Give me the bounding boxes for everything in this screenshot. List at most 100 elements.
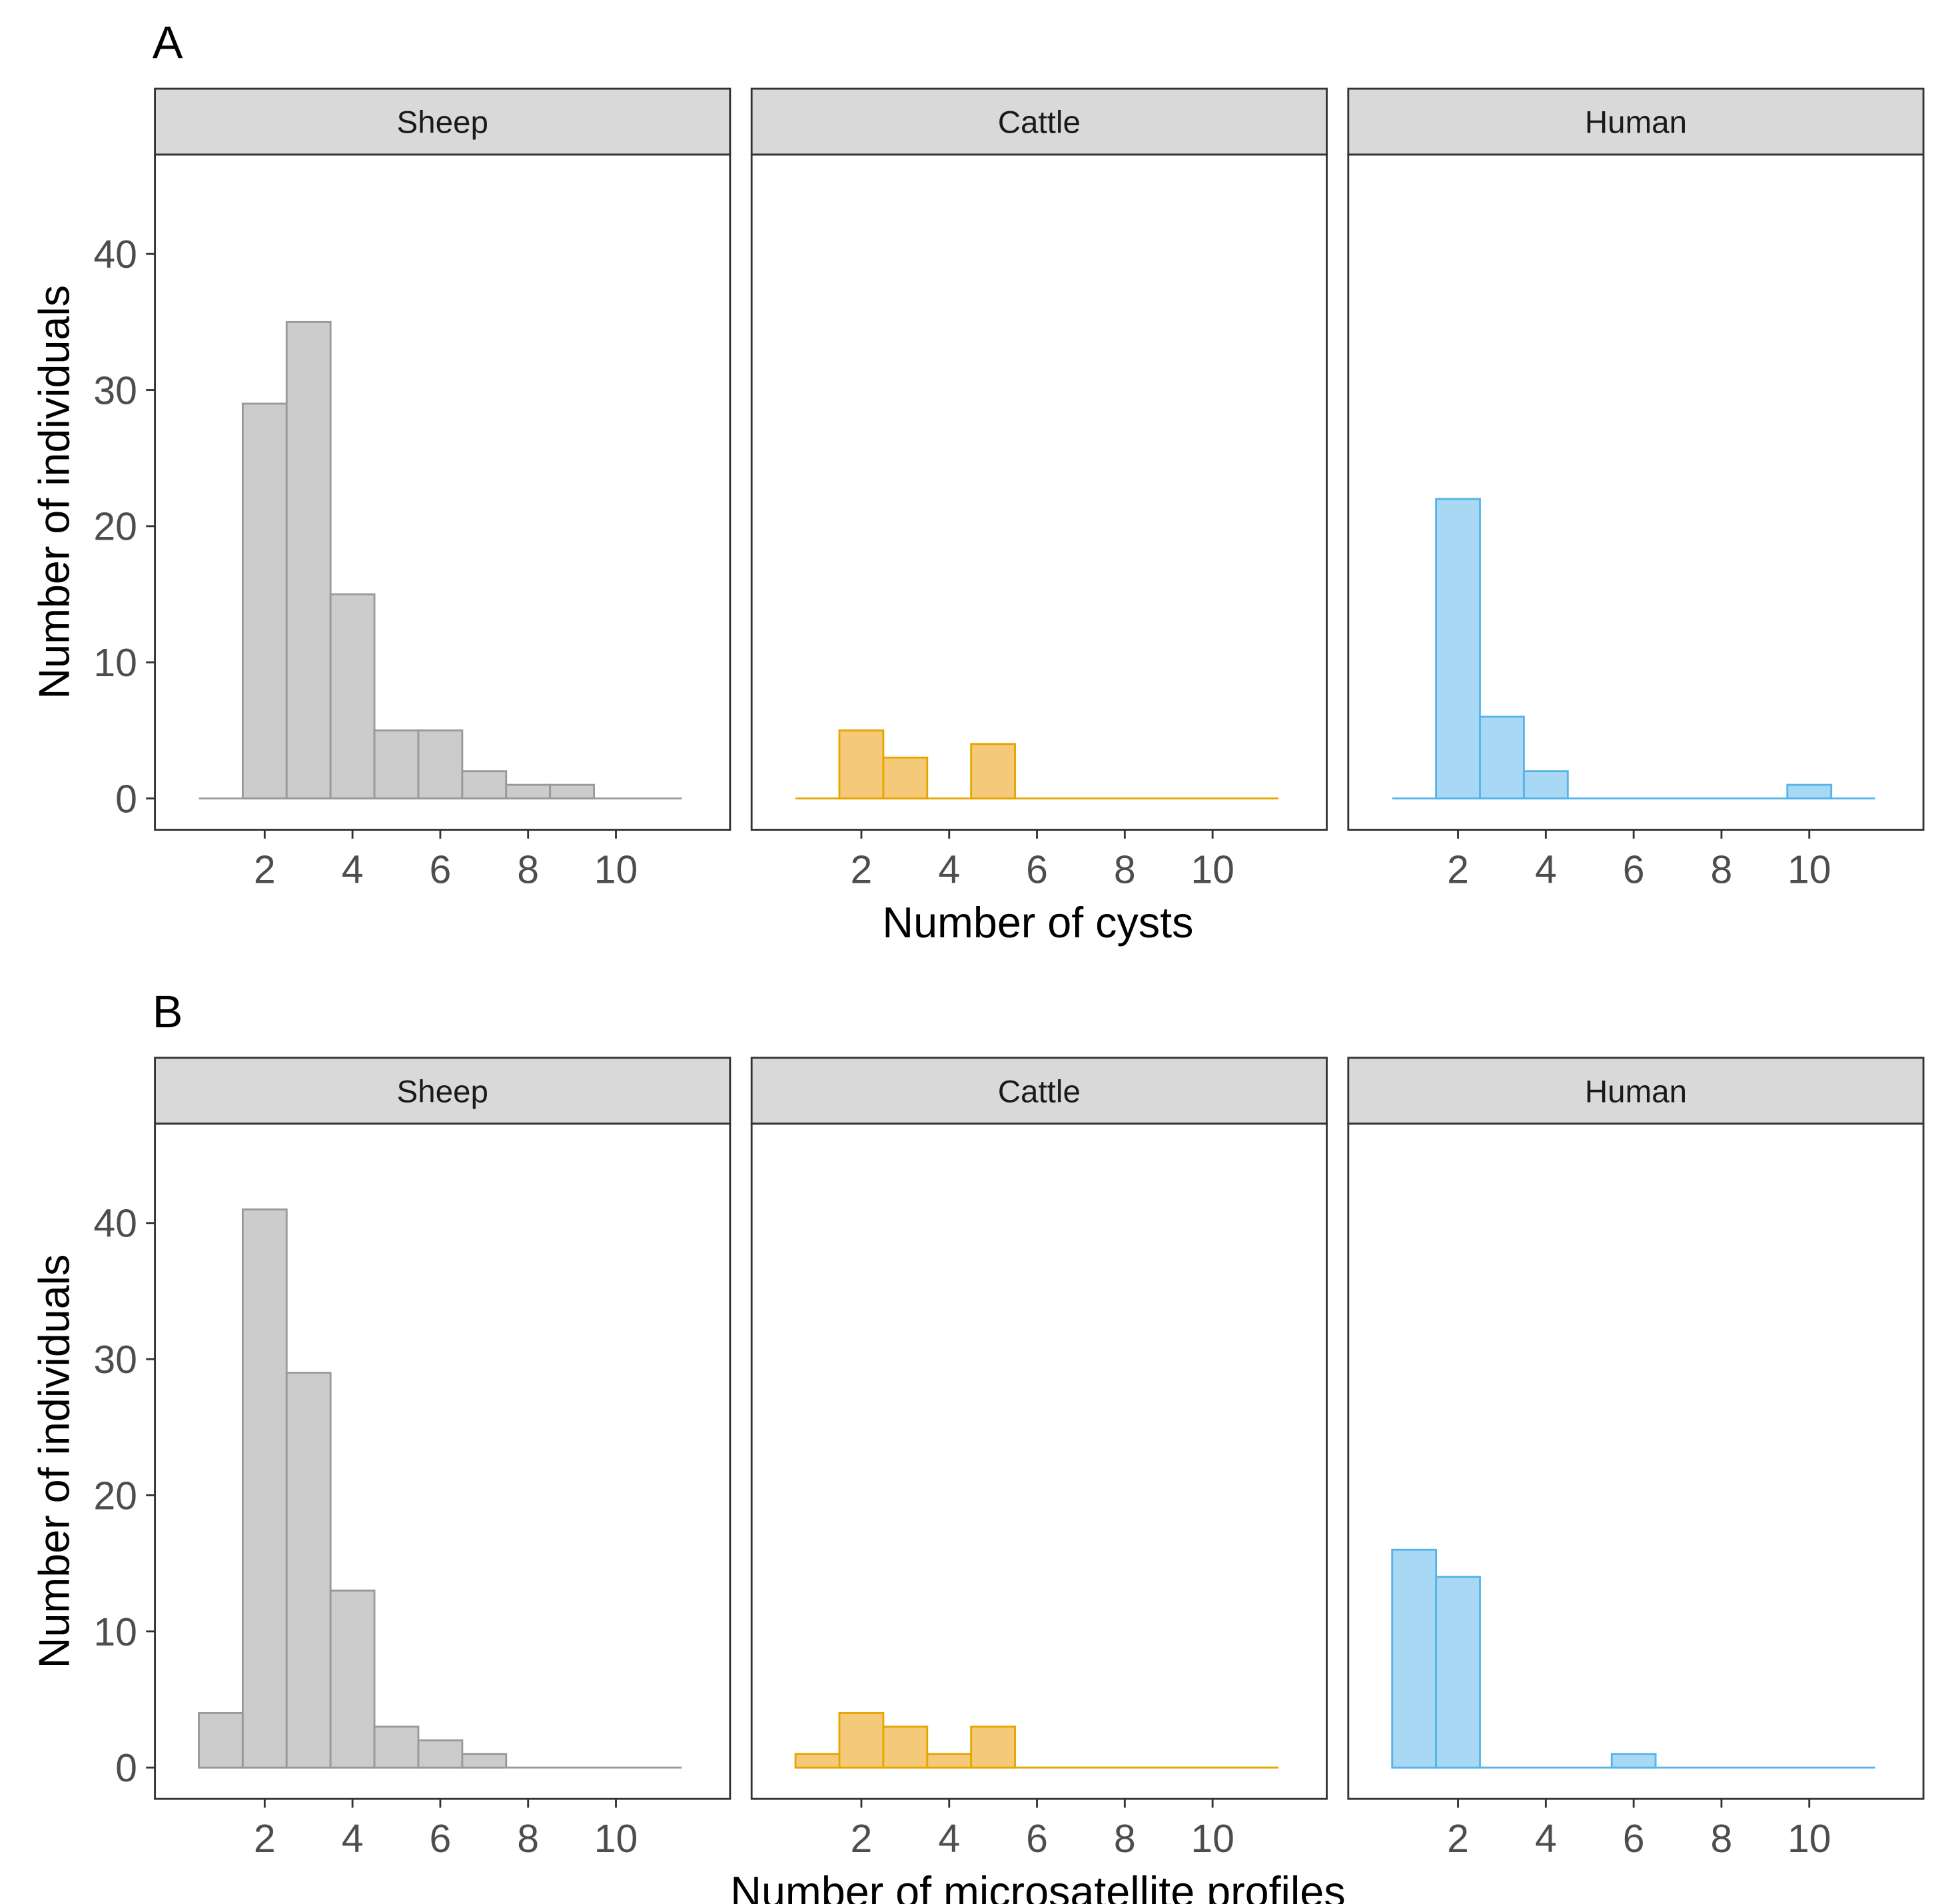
panel-border — [750, 153, 1328, 831]
facet-strip-label: Cattle — [998, 1074, 1081, 1109]
x-axis-title: Number of microsatellite profiles — [730, 1867, 1345, 1904]
panel-tag: B — [153, 986, 183, 1037]
facet-panel-human: Human 2 4 6 8 10 — [1347, 1057, 1925, 1861]
histogram-bar — [549, 783, 595, 799]
x-tick-label: 2 — [851, 848, 873, 891]
x-tick-label: 4 — [1535, 848, 1557, 891]
y-tick-label: 30 — [93, 1338, 137, 1382]
histogram-bar — [417, 1739, 464, 1769]
x-tick-label: 4 — [342, 1817, 364, 1861]
histogram-bar — [970, 743, 1017, 799]
facet-panel-cattle: Cattle 2 4 6 8 10 — [750, 87, 1328, 891]
x-tick-label: 10 — [1191, 848, 1234, 891]
panel-border — [1347, 1123, 1925, 1800]
histogram-bar — [505, 783, 552, 799]
x-tick-label: 6 — [1026, 1817, 1048, 1861]
x-tick-label: 2 — [1447, 848, 1469, 891]
x-tick-label: 10 — [1787, 848, 1831, 891]
x-tick-label: 2 — [254, 1817, 276, 1861]
y-tick-label: 0 — [115, 1747, 137, 1790]
x-tick-label: 4 — [938, 848, 960, 891]
x-tick-label: 8 — [1114, 1817, 1136, 1861]
histogram-bar — [241, 402, 288, 799]
x-tick-label: 8 — [517, 848, 539, 891]
facet-strip — [1347, 87, 1925, 156]
histogram-bar — [1435, 1576, 1481, 1769]
histogram-bar — [882, 1725, 929, 1769]
x-tick-label: 10 — [594, 848, 638, 891]
facet-panel-cattle: Cattle 2 4 6 8 10 — [750, 1057, 1328, 1861]
histogram-bar — [970, 1725, 1017, 1769]
y-tick-label: 0 — [115, 777, 137, 821]
histogram-bar — [1786, 783, 1833, 799]
panel-border — [750, 1123, 1328, 1800]
x-tick-label: 6 — [1623, 848, 1645, 891]
x-tick-label: 10 — [594, 1817, 638, 1861]
facet-panel-sheep: Sheep 2 4 6 8 10 0 10 20 30 40 — [93, 87, 732, 891]
histogram-bar — [882, 756, 929, 799]
facet-strip-label: Sheep — [396, 105, 488, 141]
y-tick-label: 10 — [93, 642, 137, 685]
y-axis-title: Number of individuals — [29, 1254, 78, 1669]
histogram-bar — [1610, 1753, 1657, 1769]
histogram-bar — [461, 1753, 508, 1769]
panel-border — [1347, 153, 1925, 831]
histogram-bar — [1391, 1548, 1438, 1769]
x-tick-label: 4 — [938, 1817, 960, 1861]
histogram-bar — [838, 1712, 885, 1769]
facet-strip-label: Human — [1585, 105, 1687, 141]
histogram-bar — [417, 729, 464, 799]
facet-strip — [1347, 1057, 1925, 1125]
figure-row-a: A Number of individuals Number of cysts She… — [29, 17, 1925, 947]
x-tick-label: 4 — [1535, 1817, 1557, 1861]
histogram-bar — [373, 729, 420, 799]
histogram-bar — [1435, 498, 1481, 799]
y-tick-label: 30 — [93, 369, 137, 412]
x-axis-title: Number of cysts — [882, 898, 1193, 947]
x-tick-label: 8 — [1711, 1817, 1733, 1861]
y-tick-label: 40 — [93, 1202, 137, 1246]
facet-panel-sheep: Sheep 2 4 6 8 10 0 10 20 30 40 — [93, 1057, 732, 1861]
panel-border — [154, 1123, 732, 1800]
y-axis-title: Number of individuals — [29, 285, 78, 700]
x-tick-label: 8 — [1114, 848, 1136, 891]
y-tick-label: 20 — [93, 506, 137, 549]
x-tick-label: 8 — [1711, 848, 1733, 891]
figure-row-b: B Number of individuals Number of microsat… — [29, 986, 1925, 1904]
histogram-bar — [373, 1725, 420, 1769]
y-tick-label: 20 — [93, 1474, 137, 1518]
histogram-bar — [794, 1753, 841, 1769]
histogram-bar — [198, 1712, 244, 1769]
y-tick-label: 10 — [93, 1611, 137, 1654]
facet-strip — [154, 1057, 732, 1125]
histogram-bar — [285, 1372, 332, 1769]
x-tick-label: 6 — [430, 848, 452, 891]
x-tick-label: 6 — [430, 1817, 452, 1861]
facet-panel-human: Human 2 4 6 8 10 — [1347, 87, 1925, 891]
histogram-bar — [285, 320, 332, 799]
histogram-bar — [329, 1590, 376, 1769]
facet-strip — [750, 87, 1328, 156]
facet-strip — [154, 87, 732, 156]
x-tick-label: 10 — [1787, 1817, 1831, 1861]
x-tick-label: 8 — [517, 1817, 539, 1861]
x-tick-label: 2 — [1447, 1817, 1469, 1861]
facet-strip-label: Cattle — [998, 105, 1081, 141]
x-tick-label: 10 — [1191, 1817, 1234, 1861]
x-tick-label: 2 — [254, 848, 276, 891]
panel-tag: A — [153, 17, 183, 68]
x-tick-label: 4 — [342, 848, 364, 891]
facet-strip — [750, 1057, 1328, 1125]
x-tick-label: 2 — [851, 1817, 873, 1861]
y-tick-label: 40 — [93, 233, 137, 276]
histogram-bar — [461, 770, 508, 799]
histogram-bar — [241, 1208, 288, 1769]
facet-strip-label: Human — [1585, 1074, 1687, 1109]
histogram-bar — [838, 729, 885, 799]
facet-strip-label: Sheep — [396, 1074, 488, 1109]
histogram-bar — [1522, 770, 1569, 799]
x-tick-label: 6 — [1623, 1817, 1645, 1861]
histogram-bar — [1479, 715, 1525, 799]
histogram-bar — [329, 593, 376, 799]
